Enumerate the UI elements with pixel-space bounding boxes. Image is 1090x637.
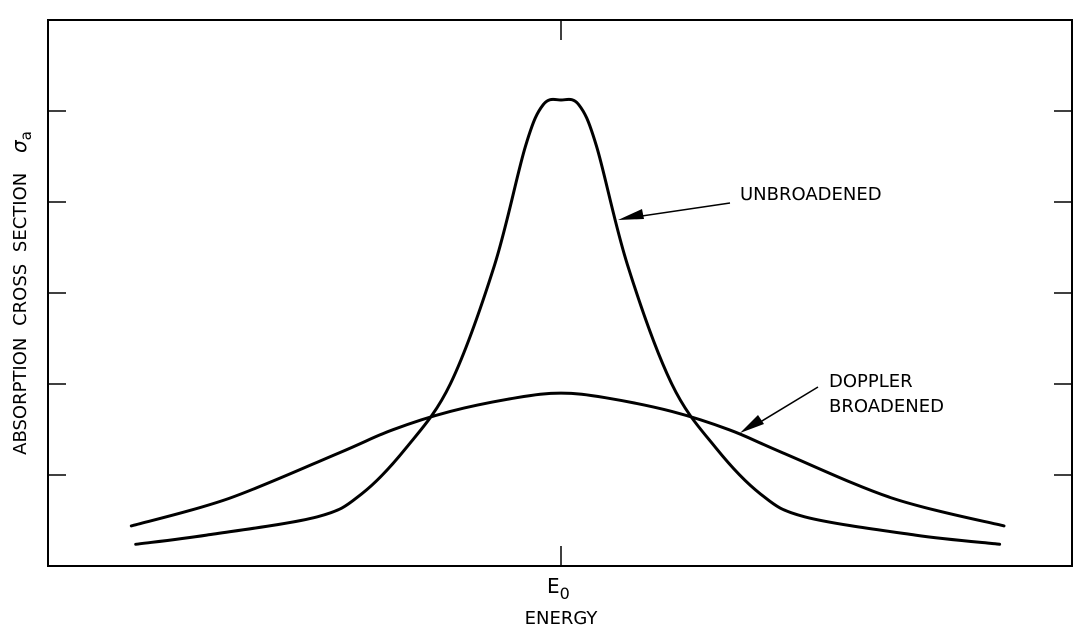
plot-frame	[47, 19, 1073, 567]
svg-text:ABSORPTION CROSS SECTION: ABSORPTION CROSS SECTION σa	[7, 131, 35, 455]
y-axis-title-text: ABSORPTION CROSS SECTION	[10, 173, 31, 455]
left-y-ticks	[48, 110, 66, 476]
x-axis-title: ENERGY	[525, 608, 599, 629]
y-axis-sigma: σ	[7, 139, 31, 153]
annotation-unbroadened: UNBROADENED	[618, 184, 882, 220]
doppler-arrow-line	[751, 386, 819, 428]
doppler-annotation-line-1: DOPPLER	[829, 371, 913, 392]
unbroadened-annotation-label: UNBROADENED	[740, 184, 882, 205]
doppler-arrowhead	[740, 415, 764, 433]
unbroadened-arrowhead	[618, 209, 644, 220]
x-axis-labels: E0 ENERGY	[525, 574, 599, 629]
unbroadened-series-line	[134, 97, 1002, 546]
x-tick-label: E0	[547, 574, 570, 603]
doppler-annotation-line-2: BROADENED	[829, 396, 944, 417]
y-axis-sigma-subscript: a	[17, 131, 35, 140]
series-lines	[129, 97, 1006, 546]
unbroadened-arrow-line	[627, 202, 731, 219]
right-y-ticks	[1054, 110, 1072, 476]
annotation-doppler: DOPPLER BROADENED	[740, 371, 944, 433]
doppler-broadened-series-line	[129, 391, 1006, 528]
y-axis-title: ABSORPTION CROSS SECTION σa	[7, 131, 35, 455]
